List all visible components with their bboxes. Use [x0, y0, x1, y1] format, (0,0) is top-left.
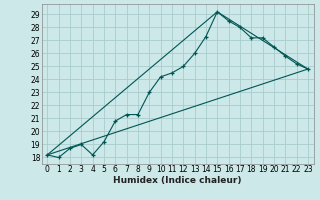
X-axis label: Humidex (Indice chaleur): Humidex (Indice chaleur): [113, 176, 242, 185]
